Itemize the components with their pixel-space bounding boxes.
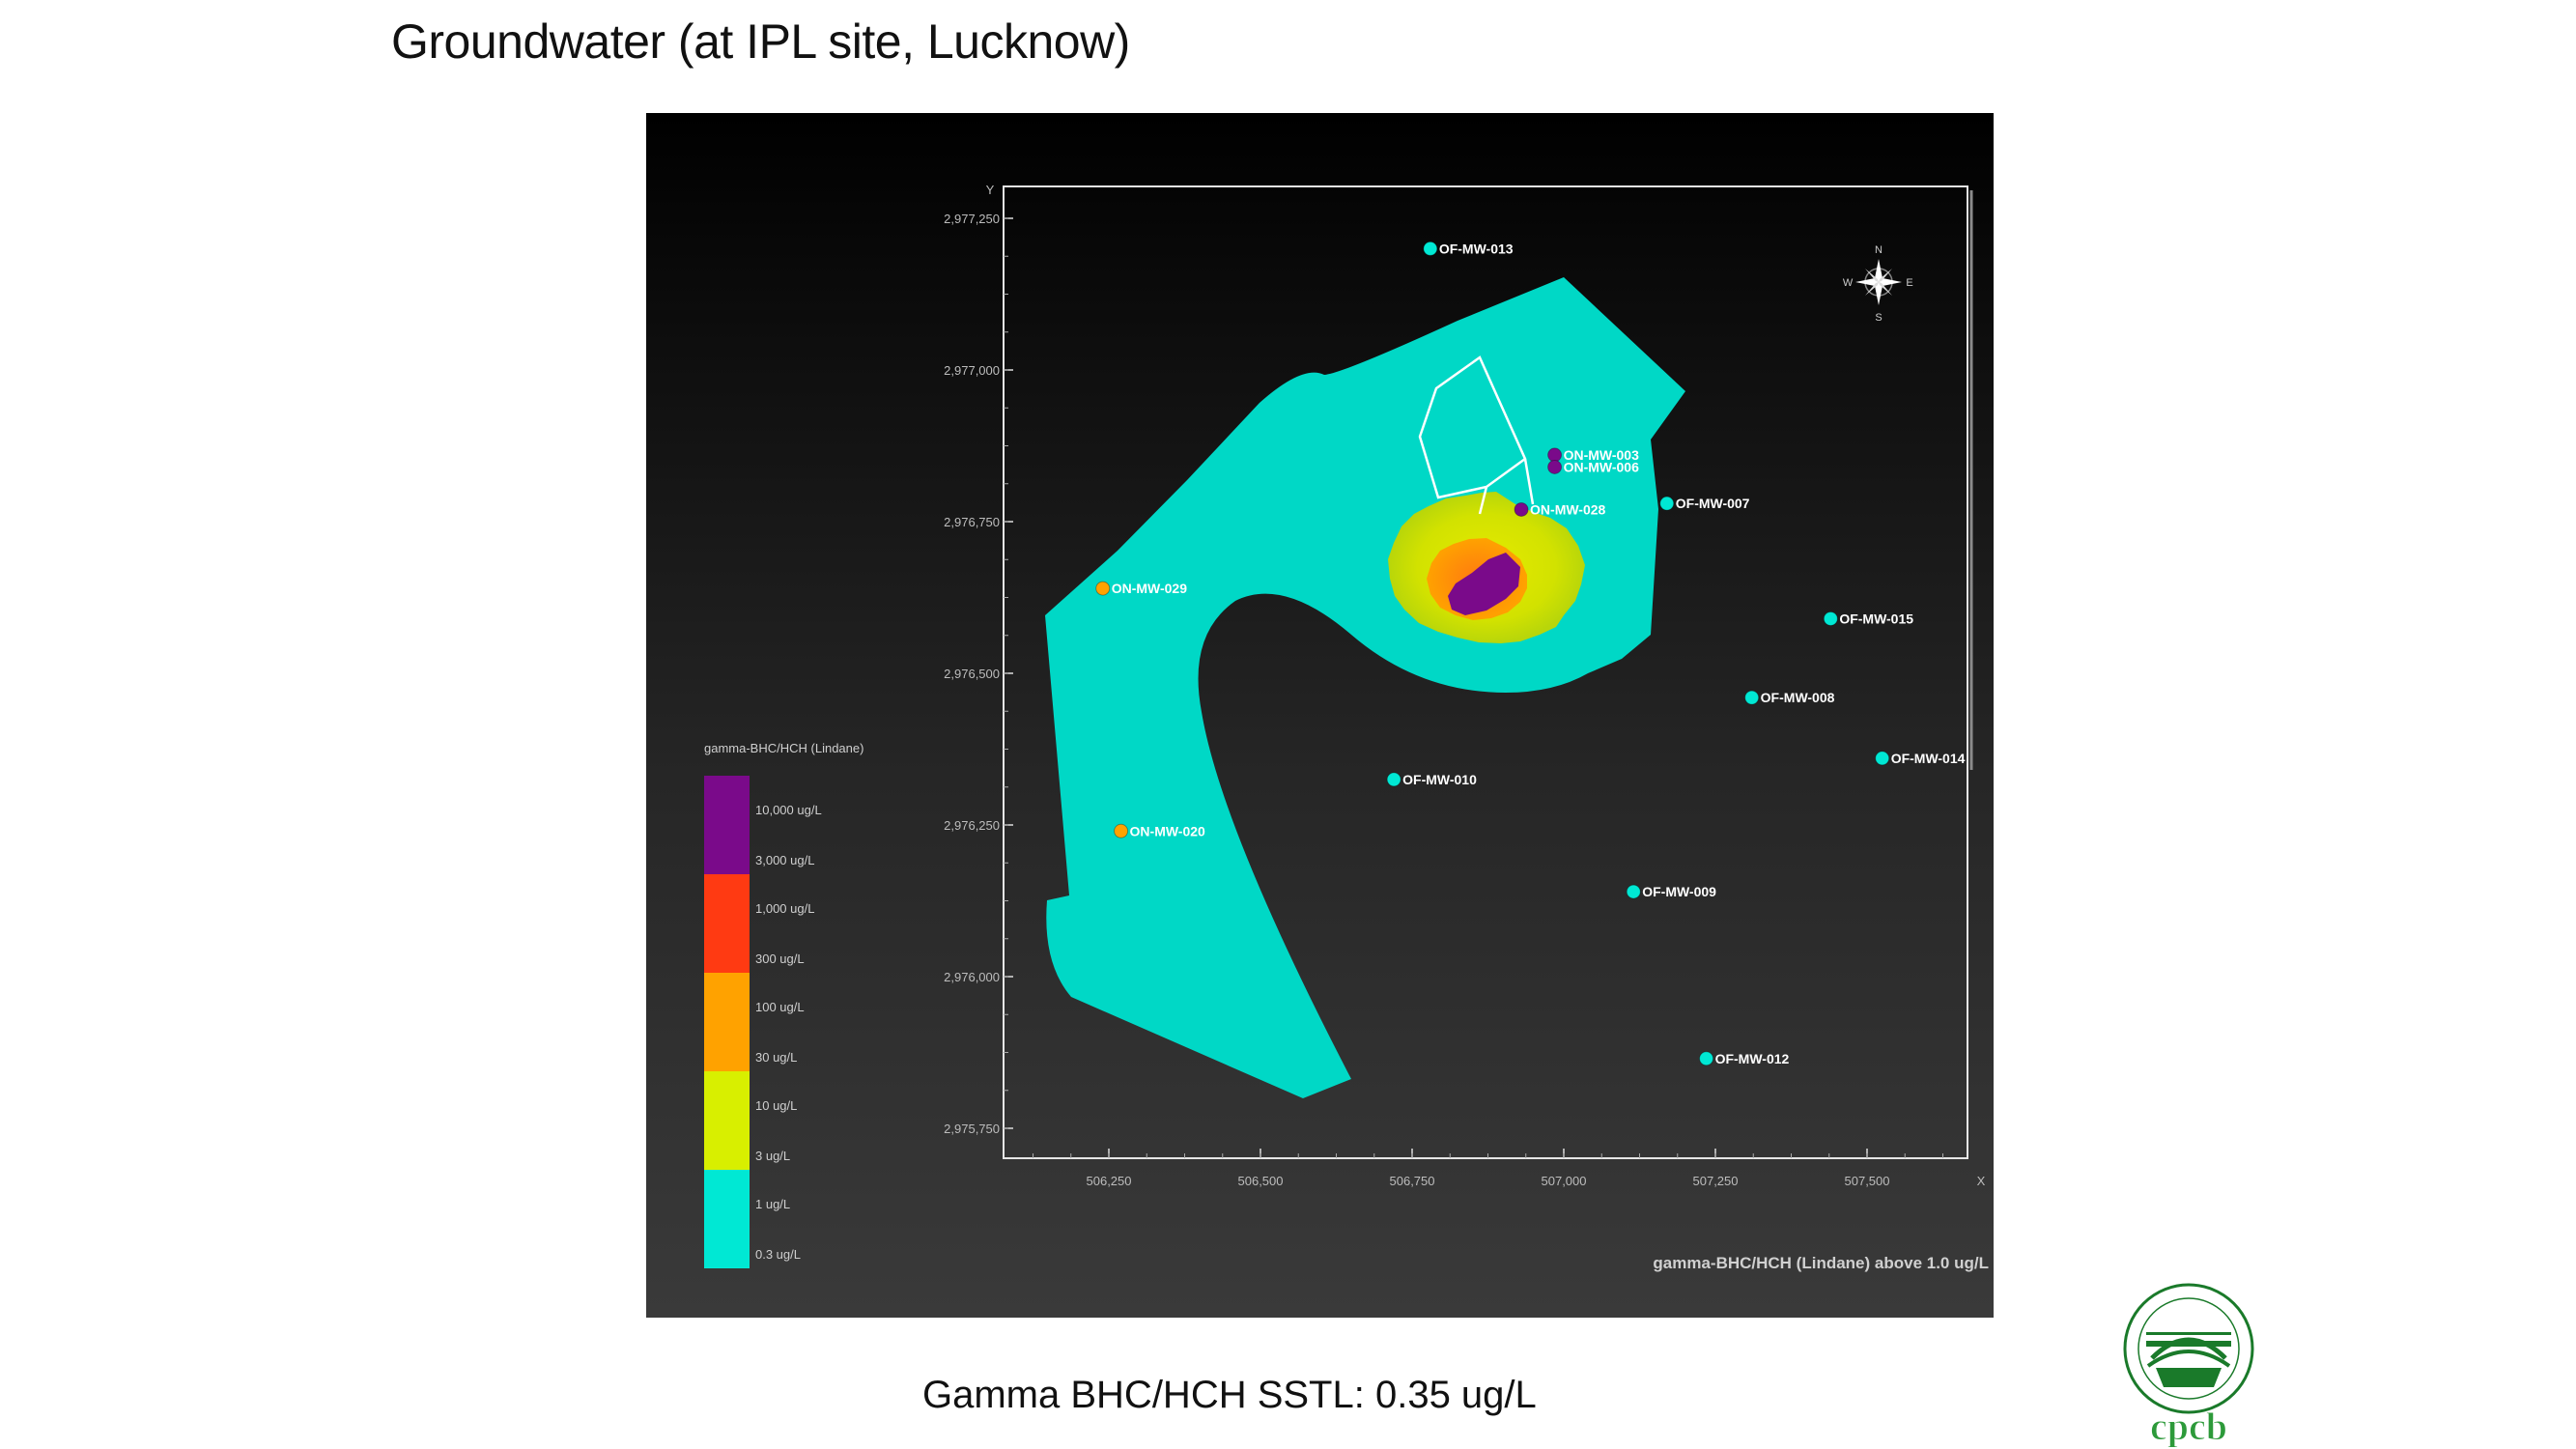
- well-label: OF-MW-007: [1676, 496, 1750, 511]
- well-marker: [1547, 459, 1563, 474]
- x-tick-label: 506,250: [1087, 1174, 1132, 1188]
- well-marker: [1875, 751, 1890, 766]
- plot-frame: [1003, 185, 1968, 1159]
- compass-e: E: [1906, 277, 1912, 289]
- y-tick-label: 2,976,000: [944, 970, 1000, 984]
- well-label: OF-MW-008: [1761, 690, 1835, 705]
- well-marker: [1114, 823, 1129, 838]
- well-label: ON-MW-020: [1130, 823, 1205, 838]
- y-axis-label: Y: [986, 183, 995, 197]
- well-marker: [1626, 884, 1641, 899]
- cpcb-logo: cpcb: [2113, 1273, 2278, 1447]
- legend-label: 1 ug/L: [755, 1197, 790, 1211]
- legend-swatch: [704, 1071, 750, 1170]
- legend-swatch: [704, 776, 750, 874]
- y-tick-label: 2,975,750: [944, 1122, 1000, 1136]
- plume-contour-1ugL: [1045, 277, 1685, 1098]
- compass-w: W: [1843, 277, 1854, 289]
- legend-swatch: [704, 874, 750, 973]
- well-label: OF-MW-013: [1439, 241, 1514, 256]
- plume-map: 506,250 506,500 506,750 507,000 507,250 507,5…: [704, 183, 1989, 1272]
- well-marker: [1699, 1051, 1714, 1066]
- y-tick-label: 2,977,250: [944, 212, 1000, 226]
- well-label: ON-MW-006: [1564, 459, 1639, 474]
- well-label: ON-MW-028: [1530, 501, 1605, 517]
- legend-label: 0.3 ug/L: [755, 1247, 801, 1262]
- y-tick-label: 2,976,500: [944, 667, 1000, 681]
- well-marker: [1423, 241, 1438, 256]
- well-label: OF-MW-015: [1839, 611, 1913, 626]
- well-label: OF-MW-014: [1891, 751, 1966, 766]
- well-label: OF-MW-010: [1402, 772, 1477, 787]
- sstl-note: Gamma BHC/HCH SSTL: 0.35 ug/L: [922, 1374, 1537, 1416]
- well-marker: [1386, 772, 1401, 787]
- well-label: ON-MW-029: [1112, 581, 1187, 596]
- well-marker: [1095, 581, 1111, 596]
- well-label: OF-MW-012: [1715, 1051, 1790, 1066]
- x-tick-label: 507,500: [1845, 1174, 1890, 1188]
- legend-label: 30 ug/L: [755, 1050, 797, 1065]
- x-axis-label: X: [1977, 1174, 1986, 1188]
- legend-label: 300 ug/L: [755, 952, 805, 966]
- plume-contour-1000ugL: [1448, 553, 1520, 615]
- well-marker: [1514, 501, 1529, 517]
- legend-title: gamma-BHC/HCH (Lindane): [704, 741, 863, 755]
- plume-map-panel: 506,250 506,500 506,750 507,000 507,250 507,5…: [646, 113, 1994, 1318]
- logo-text: cpcb: [2150, 1405, 2227, 1447]
- legend-label: 3,000 ug/L: [755, 853, 814, 867]
- well-label: OF-MW-009: [1642, 884, 1716, 899]
- map-caption: gamma-BHC/HCH (Lindane) above 1.0 ug/L: [1653, 1254, 1989, 1272]
- x-tick-label: 507,000: [1542, 1174, 1587, 1188]
- compass-icon: N S E W: [1843, 244, 1913, 324]
- legend-swatch: [704, 973, 750, 1071]
- x-tick-label: 506,750: [1390, 1174, 1435, 1188]
- well-marker: [1547, 447, 1563, 463]
- x-tick-label: 507,250: [1693, 1174, 1739, 1188]
- well-marker: [1744, 690, 1760, 705]
- legend-label: 1,000 ug/L: [755, 901, 814, 916]
- legend-label: 3 ug/L: [755, 1149, 790, 1163]
- y-tick-label: 2,977,000: [944, 363, 1000, 378]
- well-label: ON-MW-003: [1564, 447, 1639, 463]
- x-tick-label: 506,500: [1238, 1174, 1284, 1188]
- legend-label: 100 ug/L: [755, 1000, 805, 1014]
- compass-n: N: [1875, 244, 1882, 256]
- y-tick-label: 2,976,250: [944, 818, 1000, 833]
- y-tick-label: 2,976,750: [944, 515, 1000, 529]
- site-boundary: [1418, 355, 1535, 515]
- slide-title: Groundwater (at IPL site, Lucknow): [391, 14, 1130, 69]
- well-marker: [1823, 611, 1838, 626]
- compass-s: S: [1875, 312, 1882, 324]
- legend-label: 10,000 ug/L: [755, 803, 822, 817]
- legend-label: 10 ug/L: [755, 1098, 797, 1113]
- legend-swatch: [704, 1170, 750, 1268]
- well-marker: [1659, 496, 1675, 511]
